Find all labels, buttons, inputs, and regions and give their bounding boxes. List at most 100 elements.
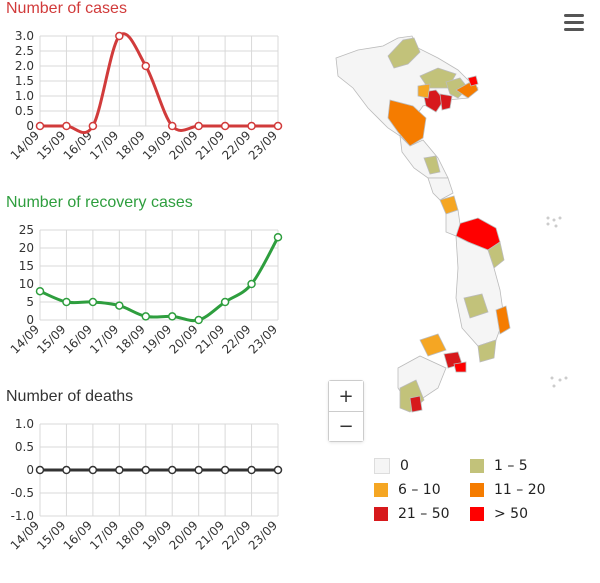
y-tick-label: 2.5 [15,44,34,58]
data-point[interactable] [273,465,283,475]
x-tick-label: 14/09 [8,518,42,552]
x-tick-label: 16/09 [61,518,95,552]
data-point[interactable] [247,121,256,131]
region-thanhhoa[interactable] [387,99,427,147]
chart-title: Number of recovery cases [6,194,193,211]
x-tick-label: 21/09 [193,128,227,162]
y-tick-label: 0.5 [15,440,34,454]
y-tick-label: -0.5 [11,486,34,500]
region-hatinh[interactable] [423,155,441,175]
data-point[interactable] [194,121,203,131]
data-point[interactable] [62,121,71,131]
data-point[interactable] [115,301,124,310]
legend-label: 21 – 50 [398,506,450,522]
legend-item: 1 – 5 [470,458,528,474]
x-tick-label: 21/09 [193,322,227,356]
legend-item: 0 [374,458,409,474]
data-point[interactable] [115,465,124,475]
x-tick-label: 22/09 [219,322,253,356]
x-tick-label: 15/09 [34,518,68,552]
region-redriver-2[interactable] [439,93,453,111]
region-red-tip[interactable] [467,75,479,87]
x-tick-label: 18/09 [114,322,148,356]
legend-swatch [374,507,388,521]
region-hue[interactable] [445,209,461,237]
y-tick-label: 0 [26,313,34,327]
y-tick-label: 1.5 [15,74,34,88]
chart-title: Number of deaths [6,388,134,405]
data-point[interactable] [273,232,283,242]
x-tick-label: 15/09 [34,322,68,356]
legend-label: 11 – 20 [494,482,546,498]
x-tick-label: 20/09 [166,322,200,356]
chart-title: Number of cases [6,0,127,17]
data-point[interactable] [35,121,45,131]
x-tick-label: 19/09 [140,128,174,162]
legend-item: 21 – 50 [374,506,450,522]
region-gialai[interactable] [463,293,489,319]
data-point[interactable] [35,286,45,296]
data-point[interactable] [62,465,71,475]
data-point[interactable] [247,465,256,475]
region-northeast-1[interactable] [387,37,421,69]
legend-swatch [470,459,484,473]
region-southeast-1[interactable] [477,339,497,363]
data-point[interactable] [88,121,98,131]
x-tick-label: 21/09 [193,518,227,552]
data-point[interactable] [141,61,151,71]
x-tick-label: 18/09 [114,518,148,552]
data-point[interactable] [167,312,177,321]
region-khanhhoa[interactable] [495,305,511,335]
legend-item: > 50 [470,506,528,522]
y-tick-label: 5 [26,295,34,309]
island-markers [546,216,568,388]
data-point[interactable] [141,465,151,475]
y-tick-label: 25 [19,223,34,237]
zoom-out-button[interactable]: − [329,411,363,441]
data-point[interactable] [194,465,203,475]
zoom-in-button[interactable]: + [329,381,363,411]
series-line [39,236,280,323]
legend-label: 0 [400,458,409,474]
data-point[interactable] [141,312,151,321]
region-southeast-2[interactable] [419,333,447,357]
legend-label: > 50 [494,506,528,522]
region-vungtau[interactable] [453,361,467,373]
data-point[interactable] [167,121,177,131]
y-tick-label: 0 [26,463,34,477]
legend-item: 11 – 20 [470,482,546,498]
data-point[interactable] [247,279,256,289]
x-tick-label: 22/09 [219,128,253,162]
data-point[interactable] [115,31,124,41]
data-point[interactable] [220,121,230,131]
data-point[interactable] [62,297,71,307]
region-quangbinh[interactable] [427,177,454,201]
region-ninhbinh[interactable] [417,83,431,99]
x-tick-label: 16/09 [61,128,95,162]
data-point[interactable] [35,465,45,475]
hamburger-menu-icon[interactable] [564,14,584,32]
y-tick-label: 0.5 [15,104,34,118]
legend-label: 1 – 5 [494,458,528,474]
x-tick-label: 19/09 [140,518,174,552]
y-tick-label: 1.0 [15,89,34,103]
vietnam-choropleth-map[interactable] [328,28,588,428]
y-tick-label: 3.0 [15,29,34,43]
y-tick-label: 10 [19,277,34,291]
data-point[interactable] [194,315,203,325]
x-tick-label: 16/09 [61,322,95,356]
x-tick-label: 17/09 [87,518,121,552]
data-point[interactable] [220,297,230,307]
data-point[interactable] [220,465,230,475]
legend-swatch [374,483,388,497]
data-point[interactable] [273,121,283,131]
data-point[interactable] [88,465,98,475]
x-tick-label: 22/09 [219,518,253,552]
map-regions[interactable] [335,35,511,413]
data-point[interactable] [167,465,177,475]
y-tick-label: 2.0 [15,59,34,73]
region-camau[interactable] [409,395,423,413]
series-line [40,32,278,135]
zoom-control: + − [328,380,364,442]
data-point[interactable] [88,297,98,307]
